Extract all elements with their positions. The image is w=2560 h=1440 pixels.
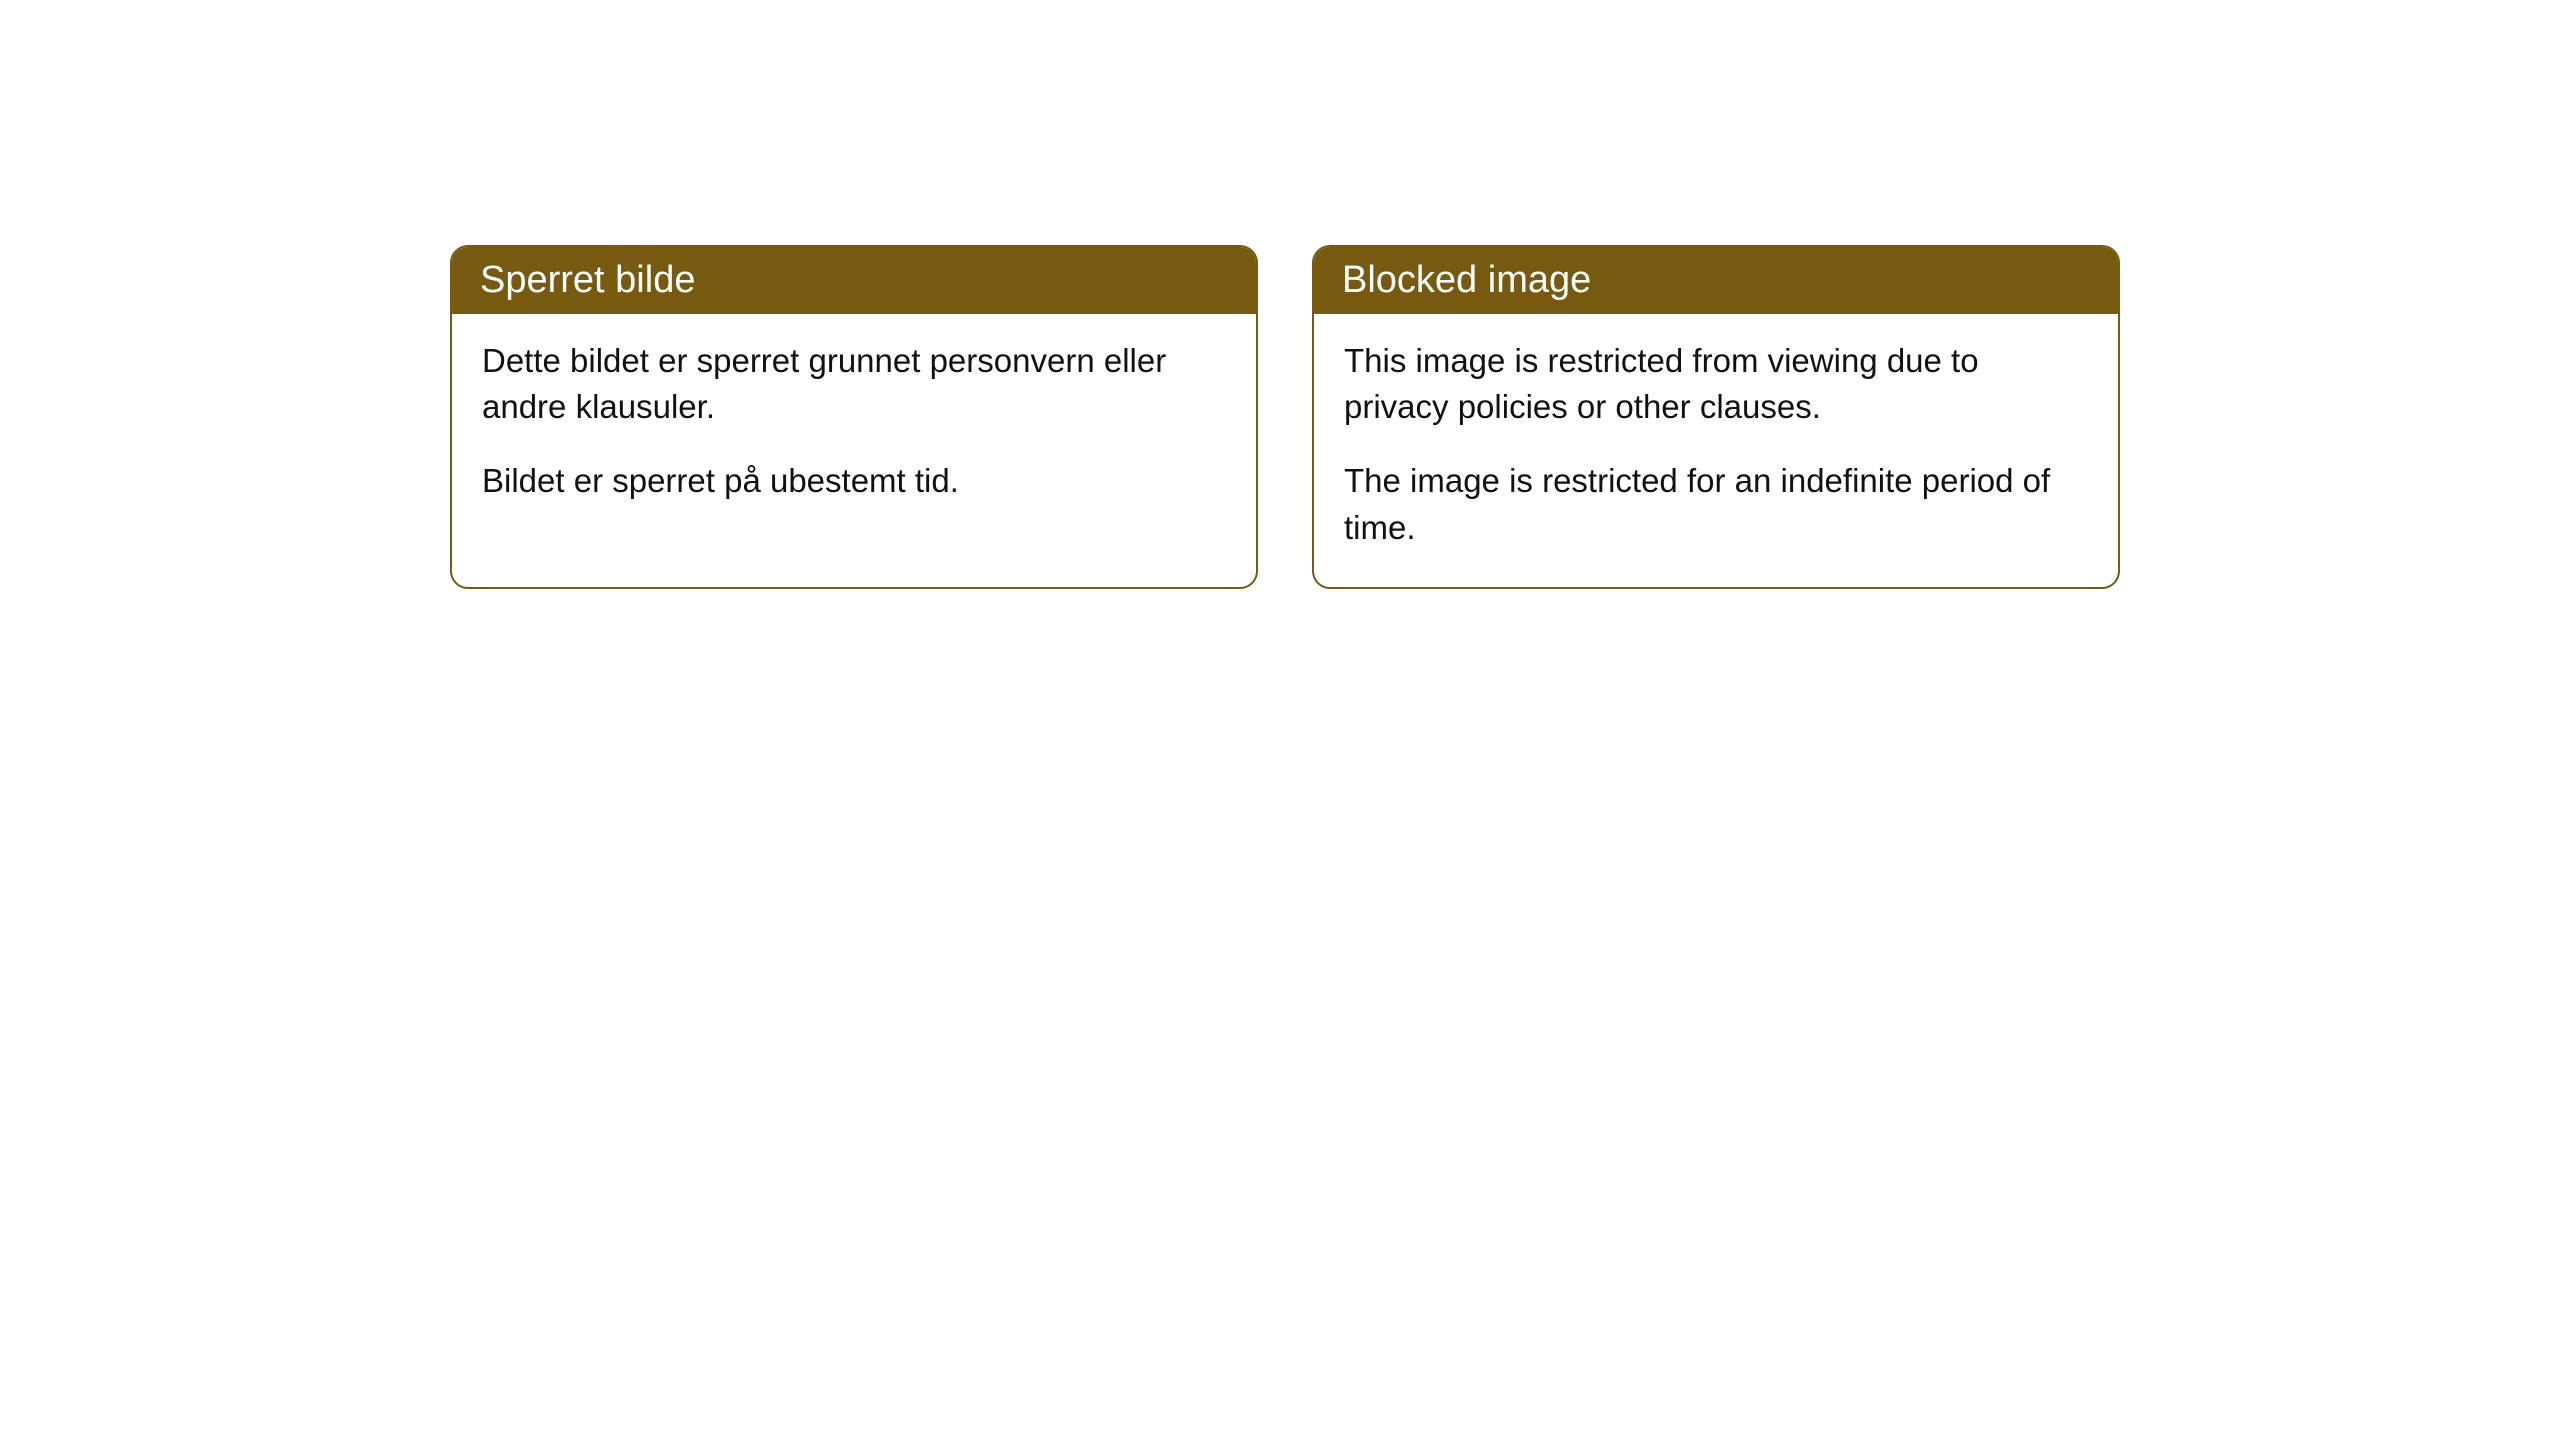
card-paragraph: Bildet er sperret på ubestemt tid. [482, 458, 1226, 504]
card-paragraph: Dette bildet er sperret grunnet personve… [482, 338, 1226, 430]
card-header: Sperret bilde [452, 247, 1256, 314]
card-paragraph: The image is restricted for an indefinit… [1344, 458, 2088, 550]
blocked-image-card-norwegian: Sperret bilde Dette bildet er sperret gr… [450, 245, 1258, 589]
notice-cards-container: Sperret bilde Dette bildet er sperret gr… [450, 245, 2120, 589]
blocked-image-card-english: Blocked image This image is restricted f… [1312, 245, 2120, 589]
card-body: Dette bildet er sperret grunnet personve… [452, 314, 1256, 541]
card-paragraph: This image is restricted from viewing du… [1344, 338, 2088, 430]
card-title: Sperret bilde [480, 259, 695, 301]
card-title: Blocked image [1342, 259, 1591, 301]
card-body: This image is restricted from viewing du… [1314, 314, 2118, 587]
card-header: Blocked image [1314, 247, 2118, 314]
